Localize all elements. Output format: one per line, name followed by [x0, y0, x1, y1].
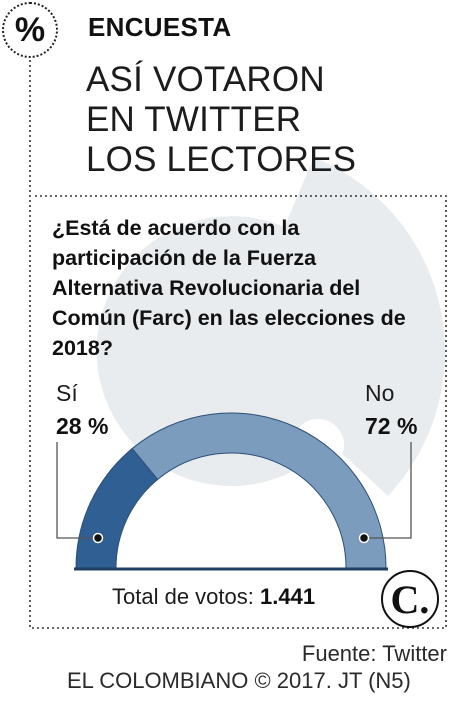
headline-line-1: ASÍ VOTARON — [86, 60, 325, 99]
arc-segment-si — [75, 447, 159, 569]
percent-badge-icon: % — [2, 2, 58, 58]
total-votes-value: 1.441 — [260, 584, 316, 609]
leader-line-si — [56, 442, 98, 539]
section-kicker: ENCUESTA — [88, 12, 232, 42]
category-label-si: Sí — [56, 380, 78, 406]
leader-dot-si — [92, 532, 104, 544]
category-label-no: No — [365, 380, 395, 406]
total-votes-label: Total de votos: — [112, 584, 254, 609]
headline-line-3: LOS LECTORES — [86, 140, 357, 179]
arc-segment-no — [131, 412, 387, 569]
copyright-credit: EL COLOMBIANO © 2017. JT (N5) — [67, 668, 411, 693]
value-label-no: 72 % — [365, 413, 418, 439]
source-credit: Fuente: Twitter — [301, 641, 447, 666]
total-votes: Total de votos: 1.441 — [112, 584, 315, 610]
survey-question: ¿Está de acuerdo con la participación de… — [52, 216, 406, 360]
headline-line-2: EN TWITTER — [86, 100, 302, 139]
value-label-si: 28 % — [56, 413, 109, 439]
leader-dot-no — [358, 532, 370, 544]
leader-line-no — [364, 442, 412, 539]
el-colombiano-logo: C. — [381, 570, 439, 628]
